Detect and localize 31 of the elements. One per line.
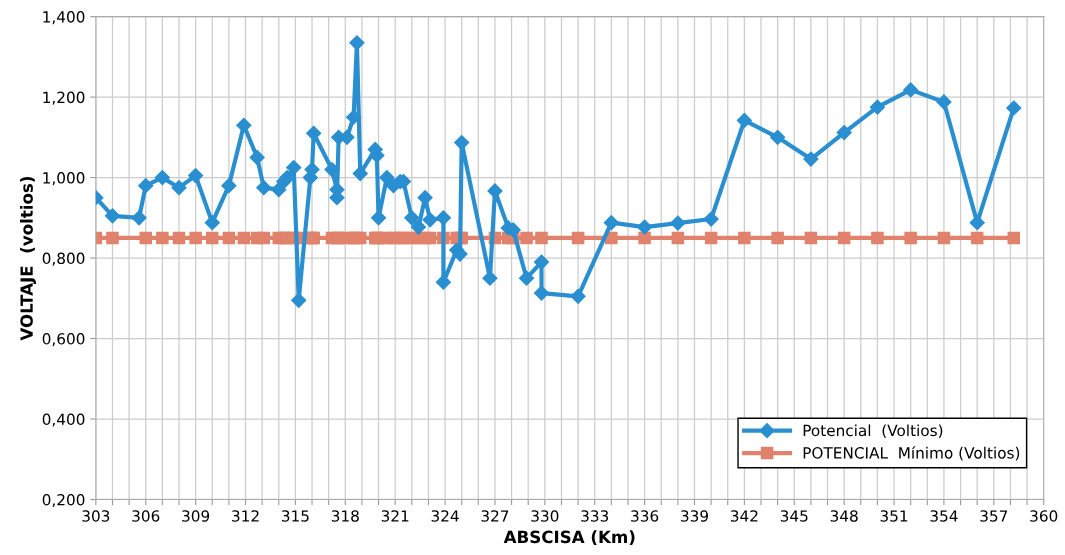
x-tick-label: 342 [730,510,758,522]
x-tick-label: 324 [431,510,459,522]
y-tick-label: 1,400 [43,11,85,25]
x-tick-label: 321 [381,510,409,522]
x-tick-label: 357 [980,510,1008,522]
x-tick-label: 336 [631,510,659,522]
x-tick-label: 315 [281,510,309,522]
y-axis-title: VOLTAJE (voltios) [20,176,37,341]
x-tick-label: 330 [531,510,559,522]
y-tick-label: 0,400 [42,413,85,427]
x-tick-label: 312 [232,510,259,522]
x-tick-label: 360 [1030,510,1058,522]
x-tick-label: 318 [331,510,359,522]
y-tick-label: 0,600 [42,333,85,347]
y-tick-label: 1,000 [43,172,85,186]
x-tick-label: 345 [780,510,808,522]
x-tick-label: 306 [132,510,160,522]
x-tick-label: 354 [930,510,958,522]
x-tick-label: 303 [82,510,110,522]
x-tick-label: 327 [481,510,509,522]
x-tick-label: 339 [681,510,708,522]
y-tick-label: 0,800 [42,252,85,266]
x-tick-label: 348 [830,510,858,522]
y-tick-label: 1,200 [43,91,85,105]
x-tick-label: 333 [581,510,609,522]
x-tick-label: 309 [182,510,210,522]
legend-label: POTENCIAL Mínimo (Voltios) [803,446,1020,461]
x-axis-title: ABSCISA (Km) [503,530,635,546]
y-tick-label: 0,200 [42,493,85,508]
legend-label: Potencial (Voltios) [803,424,943,439]
x-tick-label: 351 [880,510,908,522]
